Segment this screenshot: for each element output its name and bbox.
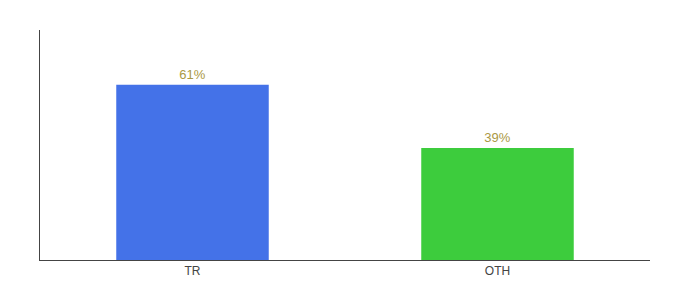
- svg-text:OTH: OTH: [485, 264, 510, 278]
- svg-text:61%: 61%: [179, 67, 205, 82]
- svg-text:TR: TR: [185, 264, 201, 278]
- svg-text:39%: 39%: [484, 130, 510, 145]
